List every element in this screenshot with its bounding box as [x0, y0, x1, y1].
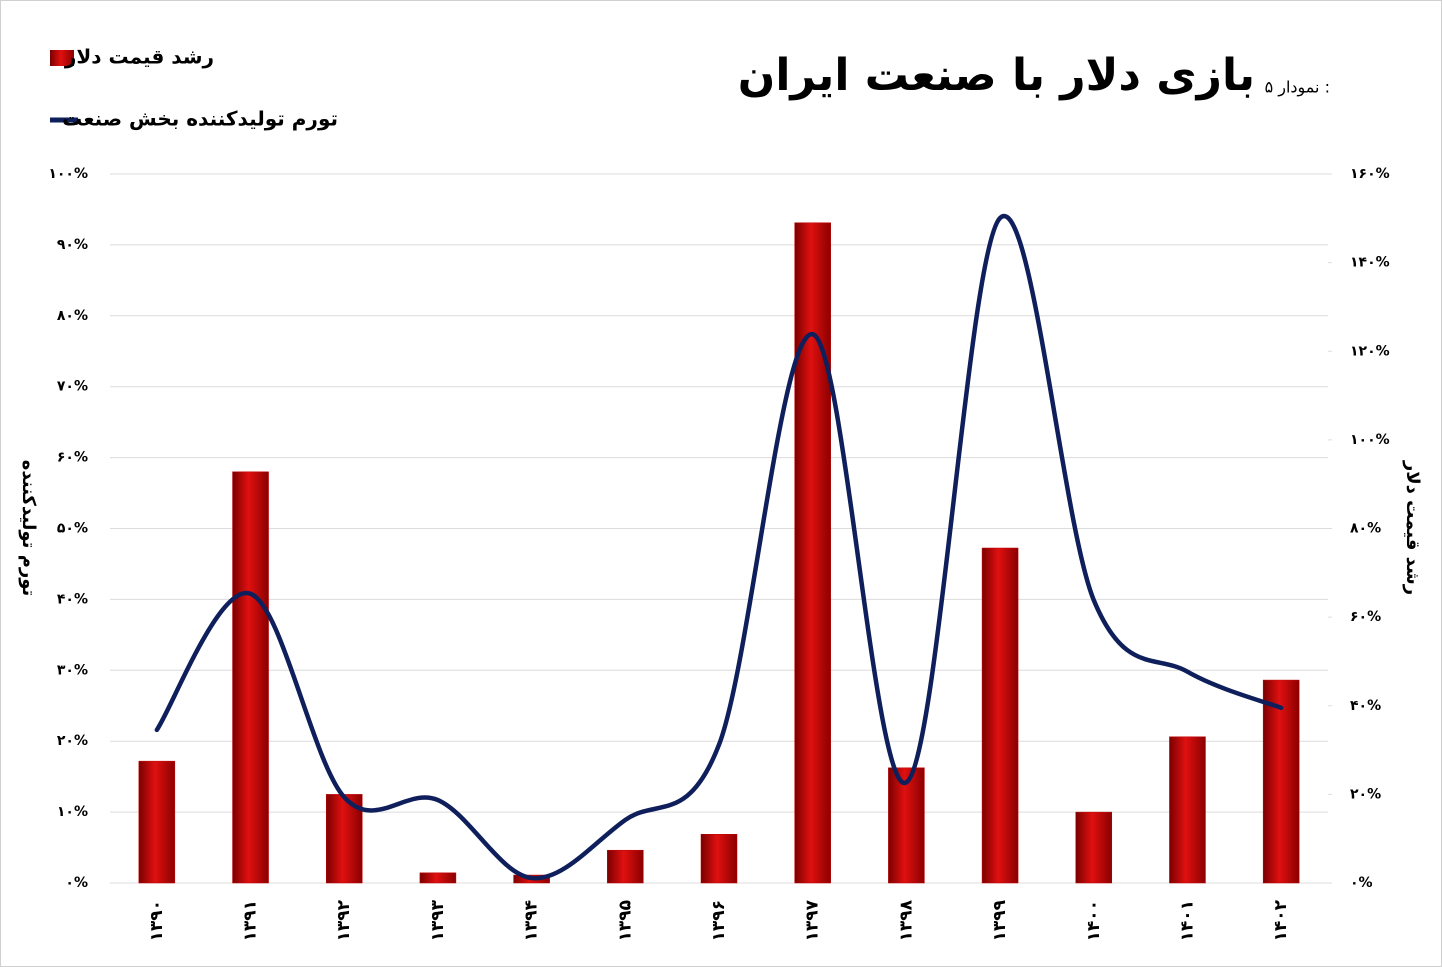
x-tick-label: ۱۴۰۲ [1271, 899, 1291, 941]
y2-tick-label: ۴۰% [1350, 698, 1381, 714]
bar [1075, 811, 1113, 884]
x-tick-label: ۱۳۹۴ [522, 900, 542, 942]
y-tick-label: ۰% [65, 875, 88, 891]
line [154, 213, 1284, 881]
y2-tick-label: ۱۶۰% [1350, 166, 1390, 182]
y2-tick-label: ۱۰۰% [1350, 432, 1390, 448]
y-tick-label: ۸۰% [57, 308, 88, 324]
y-tick-label: ۱۰۰% [48, 166, 88, 182]
x-tick-label: ۱۳۹۰ [147, 900, 167, 942]
y-axis-title: تورم تولیدکننده [18, 460, 39, 597]
y2-axis-title: رشد قیمت دلار [1402, 460, 1423, 595]
y-tick-label: ۹۰% [57, 237, 88, 253]
x-tick-label: ۱۳۹۸ [896, 899, 916, 941]
y-tick-label: ۱۰% [57, 804, 88, 820]
x-tick-label: ۱۴۰۰ [1084, 900, 1104, 942]
x-tick-label: ۱۳۹۲ [334, 899, 354, 941]
y2-tick-label: ۱۲۰% [1350, 343, 1390, 359]
y2-tick-label: ۱۴۰% [1350, 255, 1390, 271]
x-tick-label: ۱۴۰۱ [1177, 900, 1197, 942]
chart-subtitle: نمودار ۵ : [1265, 78, 1330, 98]
x-tick-label: ۱۳۹۶ [709, 900, 729, 942]
y-tick-label: ۵۰% [57, 521, 88, 537]
bar [232, 471, 269, 884]
y-tick-label: ۶۰% [57, 450, 88, 466]
bar [700, 834, 738, 884]
x-tick-label: ۱۳۹۷ [803, 899, 823, 941]
legend-label: رشد قیمت دلار [64, 45, 214, 69]
y2-tick-label: ۲۰% [1350, 786, 1381, 802]
y-tick-label: ۴۰% [57, 591, 88, 607]
y-tick-label: ۳۰% [57, 662, 88, 678]
x-tick-label: ۱۳۹۳ [428, 899, 448, 941]
bar [607, 849, 644, 884]
y2-tick-label: ۸۰% [1350, 521, 1381, 537]
legend-swatch [50, 50, 74, 66]
bar [419, 872, 457, 884]
y-tick-label: ۲۰% [57, 733, 88, 749]
y2-tick-label: ۰% [1350, 875, 1373, 891]
bar [1262, 679, 1300, 884]
bar [794, 222, 831, 884]
y-tick-label: ۷۰% [57, 379, 88, 395]
x-tick-label: ۱۳۹۵ [615, 900, 635, 942]
bar [138, 760, 176, 884]
x-tick-label: ۱۳۹۱ [241, 900, 261, 942]
bar [981, 547, 1019, 884]
y2-tick-label: ۶۰% [1350, 609, 1381, 625]
chart-title: بازی دلار با صنعت ایران [738, 50, 1255, 101]
legend-label: تورم تولیدکننده بخش صنعت [62, 107, 338, 131]
bar [888, 767, 925, 884]
bar [1169, 736, 1206, 884]
x-tick-label: ۱۳۹۹ [990, 899, 1010, 941]
